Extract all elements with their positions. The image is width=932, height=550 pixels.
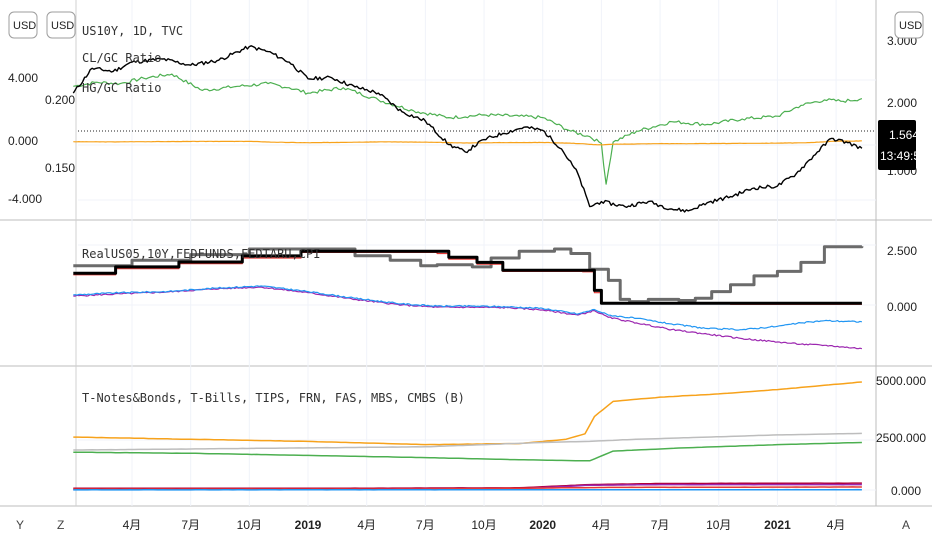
x-tick-label: 10月: [706, 518, 731, 532]
y-right-tick: 2.000: [887, 96, 917, 110]
legend-clgc[interactable]: CL/GC Ratio: [82, 51, 161, 65]
series-t-bills[interactable]: [73, 432, 862, 451]
series-mbs[interactable]: [73, 486, 862, 490]
y-right-tick: 0.000: [887, 300, 917, 314]
x-tick-label: 7月: [651, 518, 670, 532]
series-us10y-1d-tvc[interactable]: [72, 45, 863, 213]
legend-us10y[interactable]: US10Y, 1D, TVC: [82, 24, 183, 38]
series-hg-gc-ratio[interactable]: [73, 73, 863, 185]
legend-real-rates[interactable]: RealUS05,10Y,FEDFUNDS,FEDTARU,CPI: [82, 247, 320, 261]
x-tick-label: 4月: [123, 518, 142, 532]
pane-real-rates[interactable]: [73, 245, 864, 350]
series-realus05[interactable]: [73, 285, 863, 331]
x-tick-label: 4月: [827, 518, 846, 532]
series-cl-gc-ratio[interactable]: [73, 140, 862, 146]
y-left-outer-tick: -4.000: [8, 192, 42, 206]
y-right-tick: 2500.000: [876, 431, 926, 445]
price-tag: 1.564 13:49:59: [878, 120, 927, 170]
price-tag-value: 1.564: [889, 128, 919, 142]
x-tick-label: 10月: [471, 518, 496, 532]
series-fedtaru[interactable]: [73, 245, 864, 304]
y-left-inner-tick: 0.200: [45, 93, 75, 107]
x-tick-label: 10月: [237, 518, 262, 532]
y-left-outer-tick: 4.000: [8, 71, 38, 85]
pane-price[interactable]: [72, 45, 863, 213]
y-left-inner-tick: 0.150: [45, 161, 75, 175]
x-tick-label: 7月: [416, 518, 435, 532]
y-right-tick: 5000.000: [876, 374, 926, 388]
y-right-tick: 0.000: [891, 484, 921, 498]
series-tips[interactable]: [73, 441, 862, 462]
auto-scale-button[interactable]: A: [902, 518, 910, 532]
x-tick-label: 2020: [529, 518, 556, 532]
currency-label: USD: [13, 20, 36, 32]
legend-hggc[interactable]: HG/GC Ratio: [82, 81, 161, 95]
x-tick-label: 4月: [357, 518, 376, 532]
log-scale-button[interactable]: Y: [16, 518, 24, 532]
zoom-button[interactable]: Z: [57, 518, 64, 532]
x-tick-label: 4月: [592, 518, 611, 532]
x-tick-label: 2021: [764, 518, 791, 532]
x-tick-label: 7月: [181, 518, 200, 532]
series-t-notes-bonds[interactable]: [73, 381, 862, 446]
series-real10y[interactable]: [73, 286, 863, 350]
currency-label: USD: [51, 20, 74, 32]
series-fedfunds[interactable]: [73, 249, 862, 305]
pane-treasury-holdings[interactable]: [73, 381, 862, 491]
legend-holdings[interactable]: T-Notes&Bonds, T-Bills, TIPS, FRN, FAS, …: [82, 391, 465, 405]
currency-label: USD: [899, 20, 922, 32]
currency-button-right[interactable]: USD: [894, 11, 924, 39]
y-left-outer-tick: 0.000: [8, 134, 38, 148]
currency-button-left-1[interactable]: USD: [8, 11, 38, 39]
y-right-tick: 2.500: [887, 244, 917, 258]
x-tick-label: 2019: [295, 518, 322, 532]
price-tag-time: 13:49:59: [880, 149, 927, 163]
currency-button-left-2[interactable]: USD: [46, 11, 76, 39]
x-axis: 4月 7月 10月 2019 4月 7月 10月 2020 4月 7月 10月 2021 4月: [123, 518, 846, 532]
chart-frame: [0, 0, 932, 507]
